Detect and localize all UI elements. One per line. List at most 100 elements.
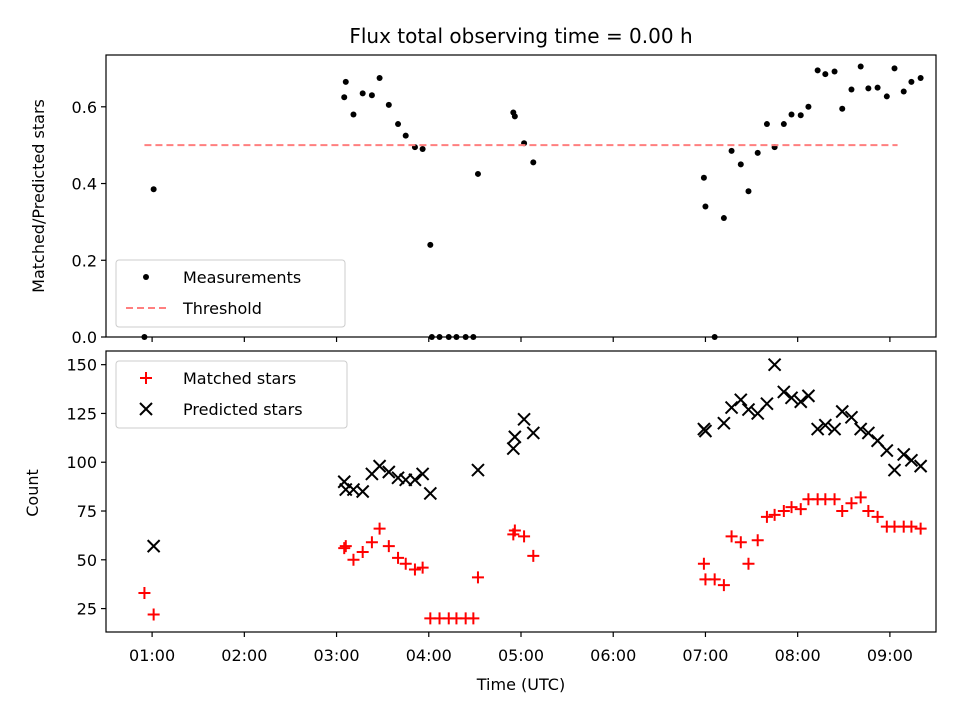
x-tick-label: 07:00 — [682, 646, 728, 665]
chart-title: Flux total observing time = 0.00 h — [349, 24, 692, 48]
measurement-point — [702, 203, 709, 210]
matched-stars-point — [845, 497, 858, 510]
predicted-stars-point — [835, 404, 849, 419]
matched-stars-point — [373, 522, 386, 535]
measurement-point — [530, 159, 537, 166]
predicted-stars-point — [517, 412, 531, 427]
measurement-point — [385, 101, 392, 108]
predicted-stars-point — [734, 393, 748, 407]
x-tick-label: 04:00 — [406, 646, 452, 665]
predicted-stars-point — [794, 395, 808, 409]
measurement-point — [831, 68, 838, 75]
legend-label: Measurements — [183, 268, 301, 287]
measurement-point — [891, 65, 898, 72]
predicted-stars-point — [913, 459, 928, 473]
predicted-stars-point — [897, 447, 911, 462]
measurement-point — [427, 241, 434, 248]
predicted-stars-point — [741, 402, 756, 417]
matched-stars-point — [392, 551, 405, 564]
legend-label: Predicted stars — [183, 400, 303, 419]
matched-stars-point — [717, 579, 730, 592]
matched-stars-point — [527, 549, 540, 562]
measurement-point — [359, 90, 366, 97]
bottom-panel: 25 50 75 100 125 150 01:00 02:00 03:00 04:00 05:00… — [66, 350, 937, 665]
x-tick-label: 03:00 — [314, 646, 360, 665]
measurement-point — [780, 121, 787, 128]
predicted-stars-point — [423, 486, 438, 501]
bottom-y-tick-label: 100 — [66, 453, 97, 472]
matched-stars-point — [871, 510, 884, 523]
matched-stars-point — [734, 536, 747, 549]
top-series-measurements — [141, 63, 924, 340]
bottom-y-tick-label: 125 — [66, 404, 97, 423]
matched-stars-point — [416, 561, 429, 574]
bottom-legend: Matched stars Predicted stars — [115, 360, 348, 429]
predicted-stars-point — [415, 467, 430, 481]
x-tick-label: 06:00 — [590, 646, 636, 665]
measurement-point — [874, 84, 881, 91]
predicted-stars-point — [724, 400, 739, 415]
matched-stars-point — [508, 524, 521, 537]
measurement-point — [350, 111, 357, 118]
predicted-stars-point — [698, 424, 713, 438]
predicted-stars-point — [827, 422, 842, 436]
measurement-point — [376, 75, 383, 82]
top-y-axis-label: Matched/Predicted stars — [29, 99, 48, 293]
measurement-point — [763, 121, 770, 128]
predicted-stars-point — [506, 441, 521, 456]
bottom-y-axis-label: Count — [23, 469, 42, 517]
matched-stars-point — [862, 505, 875, 518]
measurement-point — [511, 113, 518, 120]
bottom-series-predicted-stars — [146, 357, 928, 553]
matched-stars-point — [347, 553, 360, 566]
measurement-point — [908, 78, 915, 85]
matched-stars-point — [382, 540, 395, 553]
matched-stars-point — [147, 608, 160, 621]
measurement-point — [395, 121, 402, 128]
predicted-stars-point — [382, 465, 396, 479]
top-y-tick-label: 0.0 — [72, 328, 97, 347]
matched-stars-point — [399, 557, 412, 570]
matched-stars-point — [408, 563, 421, 576]
measurement-point — [822, 71, 829, 78]
matched-stars-point — [356, 545, 369, 558]
matched-stars-point — [471, 571, 484, 584]
measurement-point — [788, 111, 795, 118]
matched-stars-point — [760, 510, 773, 523]
predicted-stars-point — [526, 426, 541, 440]
predicted-stars-point — [355, 484, 370, 499]
matched-stars-point — [794, 503, 807, 516]
predicted-stars-point — [717, 416, 731, 430]
measurement-point — [728, 147, 735, 154]
predicted-stars-point — [844, 410, 859, 425]
predicted-stars-point — [760, 396, 774, 411]
matched-stars-point — [365, 536, 378, 549]
predicted-stars-point — [391, 471, 405, 485]
top-y-tick-label: 0.6 — [72, 98, 97, 117]
predicted-stars-point — [880, 443, 894, 458]
predicted-stars-point — [508, 430, 522, 444]
measurement-point — [150, 186, 157, 193]
bottom-series-matched-stars — [138, 491, 927, 625]
predicted-stars-point — [853, 422, 868, 436]
measurement-point — [419, 146, 426, 152]
x-tick-label: 05:00 — [498, 646, 544, 665]
measurement-point — [402, 132, 409, 139]
matched-stars-point — [828, 493, 841, 506]
measurement-point — [839, 105, 846, 112]
top-legend: Measurements Threshold — [115, 259, 346, 328]
measurement-point — [342, 78, 349, 85]
measurement-point — [737, 161, 744, 168]
matched-stars-point — [836, 505, 849, 518]
measurement-point — [848, 86, 855, 93]
x-tick-label: 02:00 — [221, 646, 267, 665]
bottom-y-tick-label: 75 — [77, 502, 97, 521]
legend-marker — [139, 402, 153, 416]
predicted-stars-point — [810, 422, 825, 436]
legend-label: Matched stars — [183, 369, 296, 388]
predicted-stars-point — [408, 473, 422, 487]
x-tick-label: 01:00 — [129, 646, 175, 665]
measurement-point — [917, 75, 924, 82]
predicted-stars-point — [904, 453, 919, 467]
measurement-point — [805, 103, 812, 110]
